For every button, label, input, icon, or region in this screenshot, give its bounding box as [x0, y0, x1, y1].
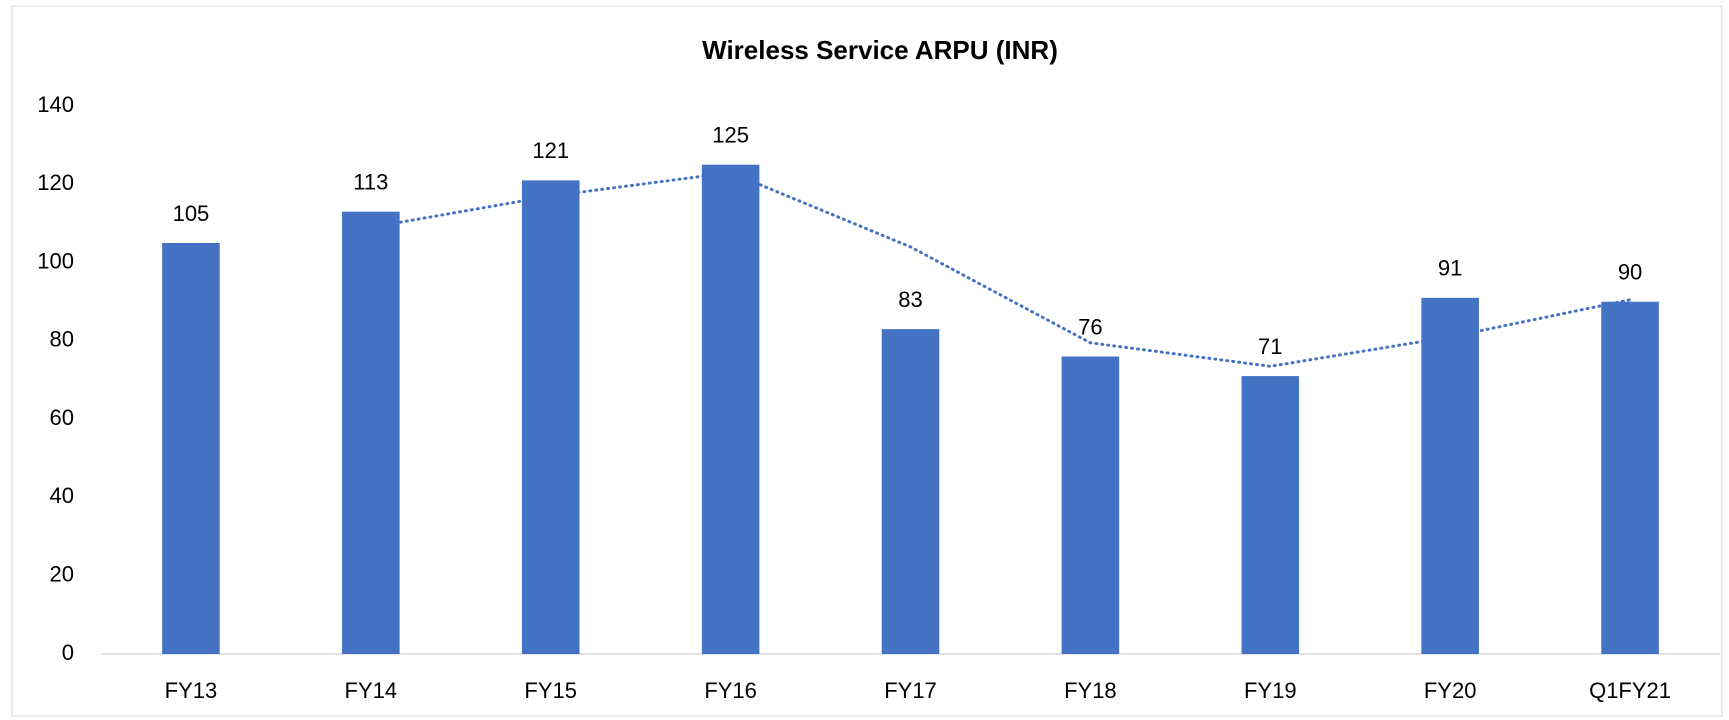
data-label: 125 [712, 123, 749, 148]
data-label: 71 [1258, 334, 1282, 359]
x-tick-label: FY14 [345, 678, 398, 703]
x-tick-label: FY20 [1424, 678, 1477, 703]
chart-title: Wireless Service ARPU (INR) [702, 35, 1058, 65]
data-label: 90 [1618, 260, 1642, 285]
y-tick-label: 20 [50, 562, 74, 587]
bar [162, 243, 220, 654]
x-tick-label: FY15 [524, 678, 577, 703]
x-tick-label: FY19 [1244, 678, 1297, 703]
bar [1061, 356, 1120, 654]
data-label: 91 [1438, 256, 1462, 281]
x-tick-label: Q1FY21 [1589, 678, 1671, 703]
bar [1601, 301, 1659, 654]
x-tick-label: FY13 [165, 678, 218, 703]
bar [521, 180, 580, 654]
y-tick-label: 60 [50, 405, 74, 430]
data-label: 105 [173, 201, 210, 226]
data-label: 83 [898, 287, 922, 312]
bar [1241, 376, 1300, 654]
y-tick-label: 140 [37, 92, 74, 117]
y-tick-label: 120 [37, 170, 74, 195]
y-tick-label: 80 [50, 327, 74, 352]
y-tick-label: 100 [37, 248, 74, 273]
data-label: 76 [1078, 314, 1102, 339]
bar [1421, 297, 1479, 654]
data-label: 113 [353, 169, 388, 194]
x-tick-label: FY18 [1064, 678, 1117, 703]
data-label: 121 [532, 138, 569, 163]
bar [881, 329, 940, 654]
x-tick-label: FY17 [884, 678, 937, 703]
y-tick-label: 0 [62, 640, 74, 665]
trendline [369, 171, 1632, 368]
bar [342, 211, 400, 654]
bar [701, 164, 760, 654]
x-tick-label: FY16 [704, 678, 757, 703]
y-tick-label: 40 [50, 483, 74, 508]
